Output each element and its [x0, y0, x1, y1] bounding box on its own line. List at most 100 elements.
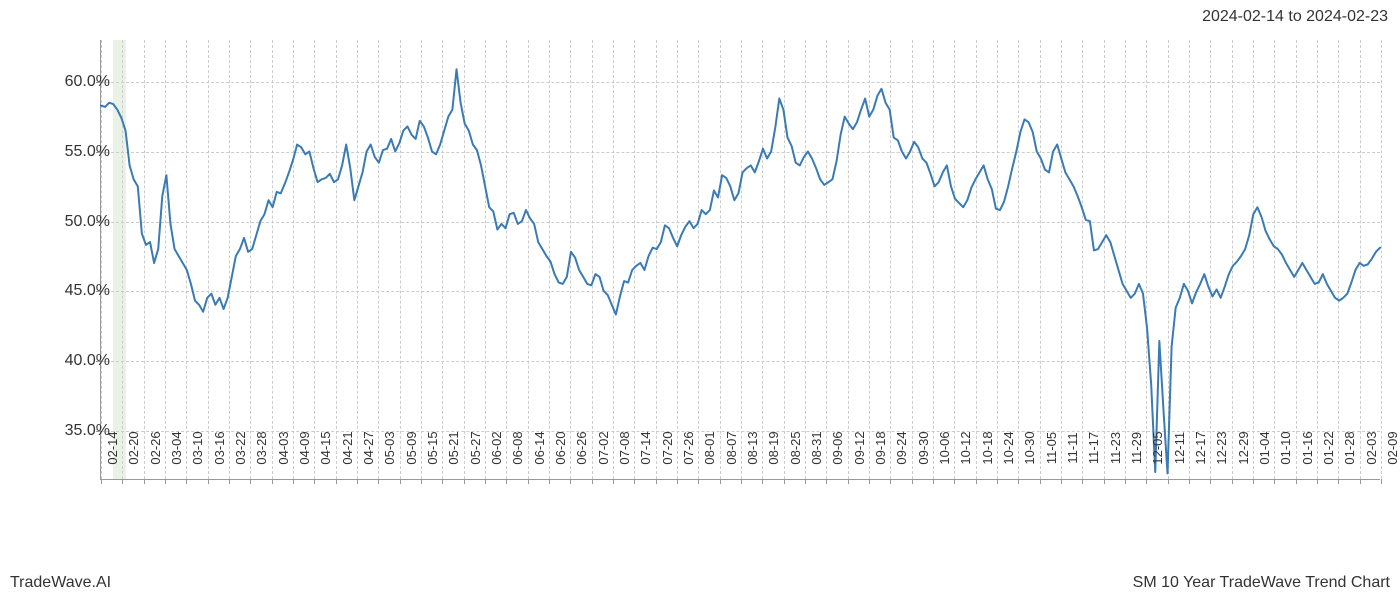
- x-tick-label: 01-16: [1300, 431, 1315, 464]
- plot-area: [100, 40, 1380, 480]
- x-tick-label: 01-04: [1257, 431, 1272, 464]
- x-tick-mark: [1274, 479, 1275, 484]
- x-tick-label: 02-14: [105, 431, 120, 464]
- x-tick-label: 04-21: [340, 431, 355, 464]
- x-tick-label: 06-02: [489, 431, 504, 464]
- x-tick-mark: [997, 479, 998, 484]
- x-tick-mark: [762, 479, 763, 484]
- x-tick-label: 08-01: [702, 431, 717, 464]
- x-tick-label: 11-05: [1044, 432, 1059, 464]
- x-tick-mark: [677, 479, 678, 484]
- x-tick-label: 10-12: [958, 431, 973, 464]
- x-tick-label: 05-27: [468, 431, 483, 464]
- x-tick-mark: [186, 479, 187, 484]
- x-tick-label: 09-06: [830, 431, 845, 464]
- x-tick-mark: [357, 479, 358, 484]
- x-tick-label: 12-23: [1214, 431, 1229, 464]
- trend-chart: [100, 40, 1380, 480]
- x-tick-mark: [912, 479, 913, 484]
- x-tick-mark: [613, 479, 614, 484]
- x-tick-label: 01-28: [1342, 431, 1357, 464]
- x-tick-label: 07-20: [660, 431, 675, 464]
- x-tick-mark: [933, 479, 934, 484]
- x-tick-mark: [272, 479, 273, 484]
- y-tick-label: 40.0%: [30, 352, 110, 370]
- x-tick-mark: [848, 479, 849, 484]
- x-tick-label: 01-10: [1278, 431, 1293, 464]
- x-tick-label: 06-08: [510, 431, 525, 464]
- x-tick-mark: [208, 479, 209, 484]
- x-tick-label: 06-20: [553, 431, 568, 464]
- x-tick-label: 10-18: [980, 431, 995, 464]
- x-tick-mark: [954, 479, 955, 484]
- x-tick-label: 07-08: [617, 431, 632, 464]
- x-tick-label: 09-12: [852, 431, 867, 464]
- x-tick-label: 12-29: [1236, 431, 1251, 464]
- date-range-label: 2024-02-14 to 2024-02-23: [1202, 8, 1388, 26]
- x-tick-mark: [442, 479, 443, 484]
- x-tick-mark: [378, 479, 379, 484]
- x-tick-label: 03-28: [254, 431, 269, 464]
- x-tick-label: 08-13: [745, 431, 760, 464]
- x-tick-mark: [1125, 479, 1126, 484]
- x-tick-label: 09-24: [894, 431, 909, 464]
- x-tick-mark: [293, 479, 294, 484]
- x-tick-label: 11-23: [1108, 432, 1123, 464]
- x-tick-mark: [506, 479, 507, 484]
- x-tick-label: 05-03: [382, 431, 397, 464]
- x-tick-mark: [1232, 479, 1233, 484]
- x-tick-label: 08-25: [788, 431, 803, 464]
- x-tick-mark: [634, 479, 635, 484]
- x-tick-mark: [1082, 479, 1083, 484]
- x-tick-label: 03-04: [169, 431, 184, 464]
- x-tick-label: 04-15: [318, 431, 333, 464]
- x-tick-label: 07-26: [681, 431, 696, 464]
- x-tick-mark: [1146, 479, 1147, 484]
- x-tick-mark: [336, 479, 337, 484]
- x-tick-label: 01-22: [1321, 431, 1336, 464]
- x-tick-mark: [1381, 479, 1382, 484]
- y-tick-label: 35.0%: [30, 422, 110, 440]
- x-tick-label: 12-17: [1193, 431, 1208, 464]
- x-tick-mark: [528, 479, 529, 484]
- x-tick-mark: [229, 479, 230, 484]
- trend-line: [101, 69, 1380, 473]
- x-tick-mark: [1360, 479, 1361, 484]
- x-tick-mark: [1168, 479, 1169, 484]
- x-tick-label: 06-14: [532, 431, 547, 464]
- x-tick-mark: [485, 479, 486, 484]
- x-tick-mark: [1040, 479, 1041, 484]
- x-tick-label: 02-03: [1364, 431, 1379, 464]
- x-tick-label: 03-16: [212, 431, 227, 464]
- x-tick-label: 12-05: [1150, 431, 1165, 464]
- x-tick-mark: [1338, 479, 1339, 484]
- x-tick-mark: [826, 479, 827, 484]
- x-tick-mark: [314, 479, 315, 484]
- line-series: [101, 40, 1380, 479]
- x-tick-label: 10-06: [937, 431, 952, 464]
- x-tick-label: 06-26: [574, 431, 589, 464]
- x-tick-label: 09-18: [873, 431, 888, 464]
- x-tick-mark: [400, 479, 401, 484]
- x-tick-mark: [464, 479, 465, 484]
- x-tick-label: 03-22: [233, 431, 248, 464]
- x-tick-mark: [421, 479, 422, 484]
- x-tick-label: 05-09: [404, 431, 419, 464]
- x-tick-mark: [592, 479, 593, 484]
- x-tick-mark: [1189, 479, 1190, 484]
- x-tick-label: 04-27: [361, 431, 376, 464]
- x-tick-mark: [549, 479, 550, 484]
- x-tick-label: 02-20: [126, 431, 141, 464]
- x-tick-label: 03-10: [190, 431, 205, 464]
- x-tick-mark: [1253, 479, 1254, 484]
- x-tick-mark: [976, 479, 977, 484]
- x-tick-mark: [570, 479, 571, 484]
- x-tick-label: 08-31: [809, 431, 824, 464]
- x-tick-mark: [656, 479, 657, 484]
- x-tick-mark: [1296, 479, 1297, 484]
- x-tick-label: 09-30: [916, 431, 931, 464]
- y-tick-label: 55.0%: [30, 143, 110, 161]
- x-tick-label: 02-26: [148, 431, 163, 464]
- chart-title: SM 10 Year TradeWave Trend Chart: [1133, 574, 1390, 592]
- x-tick-mark: [698, 479, 699, 484]
